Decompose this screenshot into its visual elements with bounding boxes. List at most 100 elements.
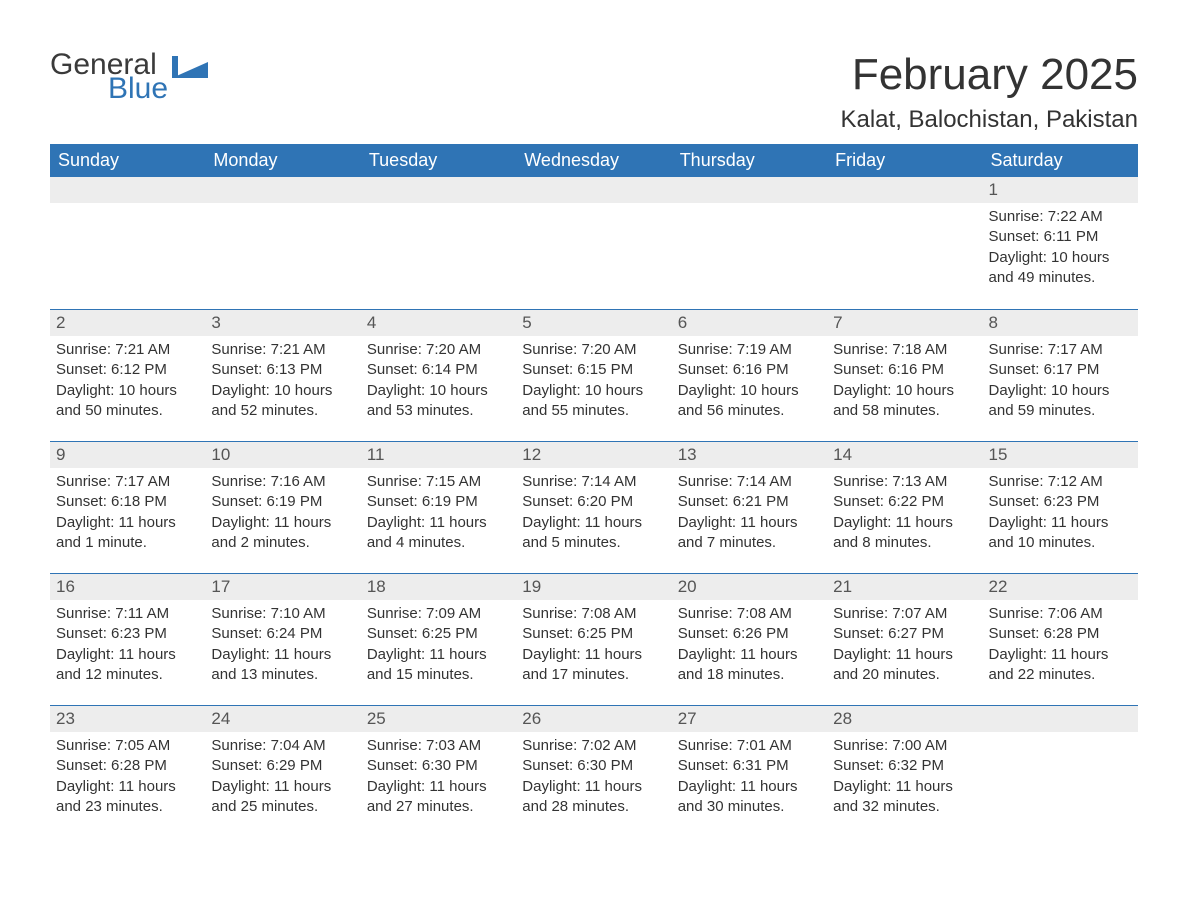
day-number: 16 (50, 574, 205, 600)
daylight-text: Daylight: 11 hours and 1 minute. (56, 513, 199, 554)
day-number: 22 (983, 574, 1138, 600)
day-content: Sunrise: 7:22 AMSunset: 6:11 PMDaylight:… (983, 203, 1138, 298)
day-content: Sunrise: 7:06 AMSunset: 6:28 PMDaylight:… (983, 600, 1138, 695)
daylight-text: Daylight: 10 hours and 58 minutes. (833, 381, 976, 422)
day-header-wednesday: Wednesday (516, 144, 671, 177)
day-cell: 17Sunrise: 7:10 AMSunset: 6:24 PMDayligh… (205, 574, 360, 705)
day-content: Sunrise: 7:18 AMSunset: 6:16 PMDaylight:… (827, 336, 982, 431)
day-content: Sunrise: 7:20 AMSunset: 6:15 PMDaylight:… (516, 336, 671, 431)
sunrise-text: Sunrise: 7:17 AM (56, 472, 199, 492)
day-number: 9 (50, 442, 205, 468)
daylight-text: Daylight: 11 hours and 25 minutes. (211, 777, 354, 818)
day-header-sunday: Sunday (50, 144, 205, 177)
week-row: 16Sunrise: 7:11 AMSunset: 6:23 PMDayligh… (50, 573, 1138, 705)
sunrise-text: Sunrise: 7:10 AM (211, 604, 354, 624)
day-cell: 19Sunrise: 7:08 AMSunset: 6:25 PMDayligh… (516, 574, 671, 705)
day-content: Sunrise: 7:21 AMSunset: 6:13 PMDaylight:… (205, 336, 360, 431)
sunset-text: Sunset: 6:20 PM (522, 492, 665, 512)
day-number: 20 (672, 574, 827, 600)
day-content: Sunrise: 7:13 AMSunset: 6:22 PMDaylight:… (827, 468, 982, 563)
day-number: 14 (827, 442, 982, 468)
sunset-text: Sunset: 6:19 PM (211, 492, 354, 512)
day-number: 13 (672, 442, 827, 468)
sunrise-text: Sunrise: 7:16 AM (211, 472, 354, 492)
day-number (672, 177, 827, 203)
day-content: Sunrise: 7:05 AMSunset: 6:28 PMDaylight:… (50, 732, 205, 827)
sunrise-text: Sunrise: 7:02 AM (522, 736, 665, 756)
sunrise-text: Sunrise: 7:21 AM (211, 340, 354, 360)
day-number: 18 (361, 574, 516, 600)
day-number: 2 (50, 310, 205, 336)
daylight-text: Daylight: 11 hours and 20 minutes. (833, 645, 976, 686)
sunset-text: Sunset: 6:17 PM (989, 360, 1132, 380)
day-cell: 1Sunrise: 7:22 AMSunset: 6:11 PMDaylight… (983, 177, 1138, 309)
day-cell: 28Sunrise: 7:00 AMSunset: 6:32 PMDayligh… (827, 706, 982, 837)
sunset-text: Sunset: 6:28 PM (56, 756, 199, 776)
day-content: Sunrise: 7:15 AMSunset: 6:19 PMDaylight:… (361, 468, 516, 563)
day-cell: 18Sunrise: 7:09 AMSunset: 6:25 PMDayligh… (361, 574, 516, 705)
day-cell (672, 177, 827, 309)
day-content: Sunrise: 7:20 AMSunset: 6:14 PMDaylight:… (361, 336, 516, 431)
day-content: Sunrise: 7:11 AMSunset: 6:23 PMDaylight:… (50, 600, 205, 695)
month-title: February 2025 (840, 50, 1138, 100)
sunrise-text: Sunrise: 7:12 AM (989, 472, 1132, 492)
day-number: 3 (205, 310, 360, 336)
day-content: Sunrise: 7:12 AMSunset: 6:23 PMDaylight:… (983, 468, 1138, 563)
day-cell (205, 177, 360, 309)
day-cell: 8Sunrise: 7:17 AMSunset: 6:17 PMDaylight… (983, 310, 1138, 441)
day-cell: 20Sunrise: 7:08 AMSunset: 6:26 PMDayligh… (672, 574, 827, 705)
sunset-text: Sunset: 6:23 PM (56, 624, 199, 644)
day-cell: 27Sunrise: 7:01 AMSunset: 6:31 PMDayligh… (672, 706, 827, 837)
weeks-container: 1Sunrise: 7:22 AMSunset: 6:11 PMDaylight… (50, 177, 1138, 837)
sunrise-text: Sunrise: 7:00 AM (833, 736, 976, 756)
day-number: 6 (672, 310, 827, 336)
week-row: 2Sunrise: 7:21 AMSunset: 6:12 PMDaylight… (50, 309, 1138, 441)
sunset-text: Sunset: 6:13 PM (211, 360, 354, 380)
day-number: 28 (827, 706, 982, 732)
day-number (205, 177, 360, 203)
sunrise-text: Sunrise: 7:04 AM (211, 736, 354, 756)
daylight-text: Daylight: 10 hours and 52 minutes. (211, 381, 354, 422)
daylight-text: Daylight: 10 hours and 53 minutes. (367, 381, 510, 422)
daylight-text: Daylight: 11 hours and 10 minutes. (989, 513, 1132, 554)
day-number: 26 (516, 706, 671, 732)
sunrise-text: Sunrise: 7:01 AM (678, 736, 821, 756)
day-cell: 2Sunrise: 7:21 AMSunset: 6:12 PMDaylight… (50, 310, 205, 441)
daylight-text: Daylight: 11 hours and 28 minutes. (522, 777, 665, 818)
day-cell: 3Sunrise: 7:21 AMSunset: 6:13 PMDaylight… (205, 310, 360, 441)
day-cell (50, 177, 205, 309)
daylight-text: Daylight: 11 hours and 8 minutes. (833, 513, 976, 554)
sunrise-text: Sunrise: 7:20 AM (522, 340, 665, 360)
sunrise-text: Sunrise: 7:21 AM (56, 340, 199, 360)
daylight-text: Daylight: 11 hours and 4 minutes. (367, 513, 510, 554)
sunset-text: Sunset: 6:12 PM (56, 360, 199, 380)
day-cell: 25Sunrise: 7:03 AMSunset: 6:30 PMDayligh… (361, 706, 516, 837)
day-cell (516, 177, 671, 309)
daylight-text: Daylight: 10 hours and 55 minutes. (522, 381, 665, 422)
sunset-text: Sunset: 6:18 PM (56, 492, 199, 512)
daylight-text: Daylight: 11 hours and 5 minutes. (522, 513, 665, 554)
week-row: 9Sunrise: 7:17 AMSunset: 6:18 PMDaylight… (50, 441, 1138, 573)
sunrise-text: Sunrise: 7:07 AM (833, 604, 976, 624)
day-cell (361, 177, 516, 309)
week-row: 1Sunrise: 7:22 AMSunset: 6:11 PMDaylight… (50, 177, 1138, 309)
day-content: Sunrise: 7:09 AMSunset: 6:25 PMDaylight:… (361, 600, 516, 695)
day-content: Sunrise: 7:14 AMSunset: 6:20 PMDaylight:… (516, 468, 671, 563)
day-cell: 21Sunrise: 7:07 AMSunset: 6:27 PMDayligh… (827, 574, 982, 705)
day-cell: 7Sunrise: 7:18 AMSunset: 6:16 PMDaylight… (827, 310, 982, 441)
sunrise-text: Sunrise: 7:22 AM (989, 207, 1132, 227)
day-number: 21 (827, 574, 982, 600)
day-number: 24 (205, 706, 360, 732)
day-content: Sunrise: 7:14 AMSunset: 6:21 PMDaylight:… (672, 468, 827, 563)
sunrise-text: Sunrise: 7:08 AM (678, 604, 821, 624)
daylight-text: Daylight: 11 hours and 22 minutes. (989, 645, 1132, 686)
day-cell: 22Sunrise: 7:06 AMSunset: 6:28 PMDayligh… (983, 574, 1138, 705)
day-content: Sunrise: 7:08 AMSunset: 6:25 PMDaylight:… (516, 600, 671, 695)
day-number: 1 (983, 177, 1138, 203)
day-cell: 26Sunrise: 7:02 AMSunset: 6:30 PMDayligh… (516, 706, 671, 837)
day-cell (983, 706, 1138, 837)
sunrise-text: Sunrise: 7:09 AM (367, 604, 510, 624)
day-cell: 16Sunrise: 7:11 AMSunset: 6:23 PMDayligh… (50, 574, 205, 705)
day-number: 15 (983, 442, 1138, 468)
day-number: 11 (361, 442, 516, 468)
